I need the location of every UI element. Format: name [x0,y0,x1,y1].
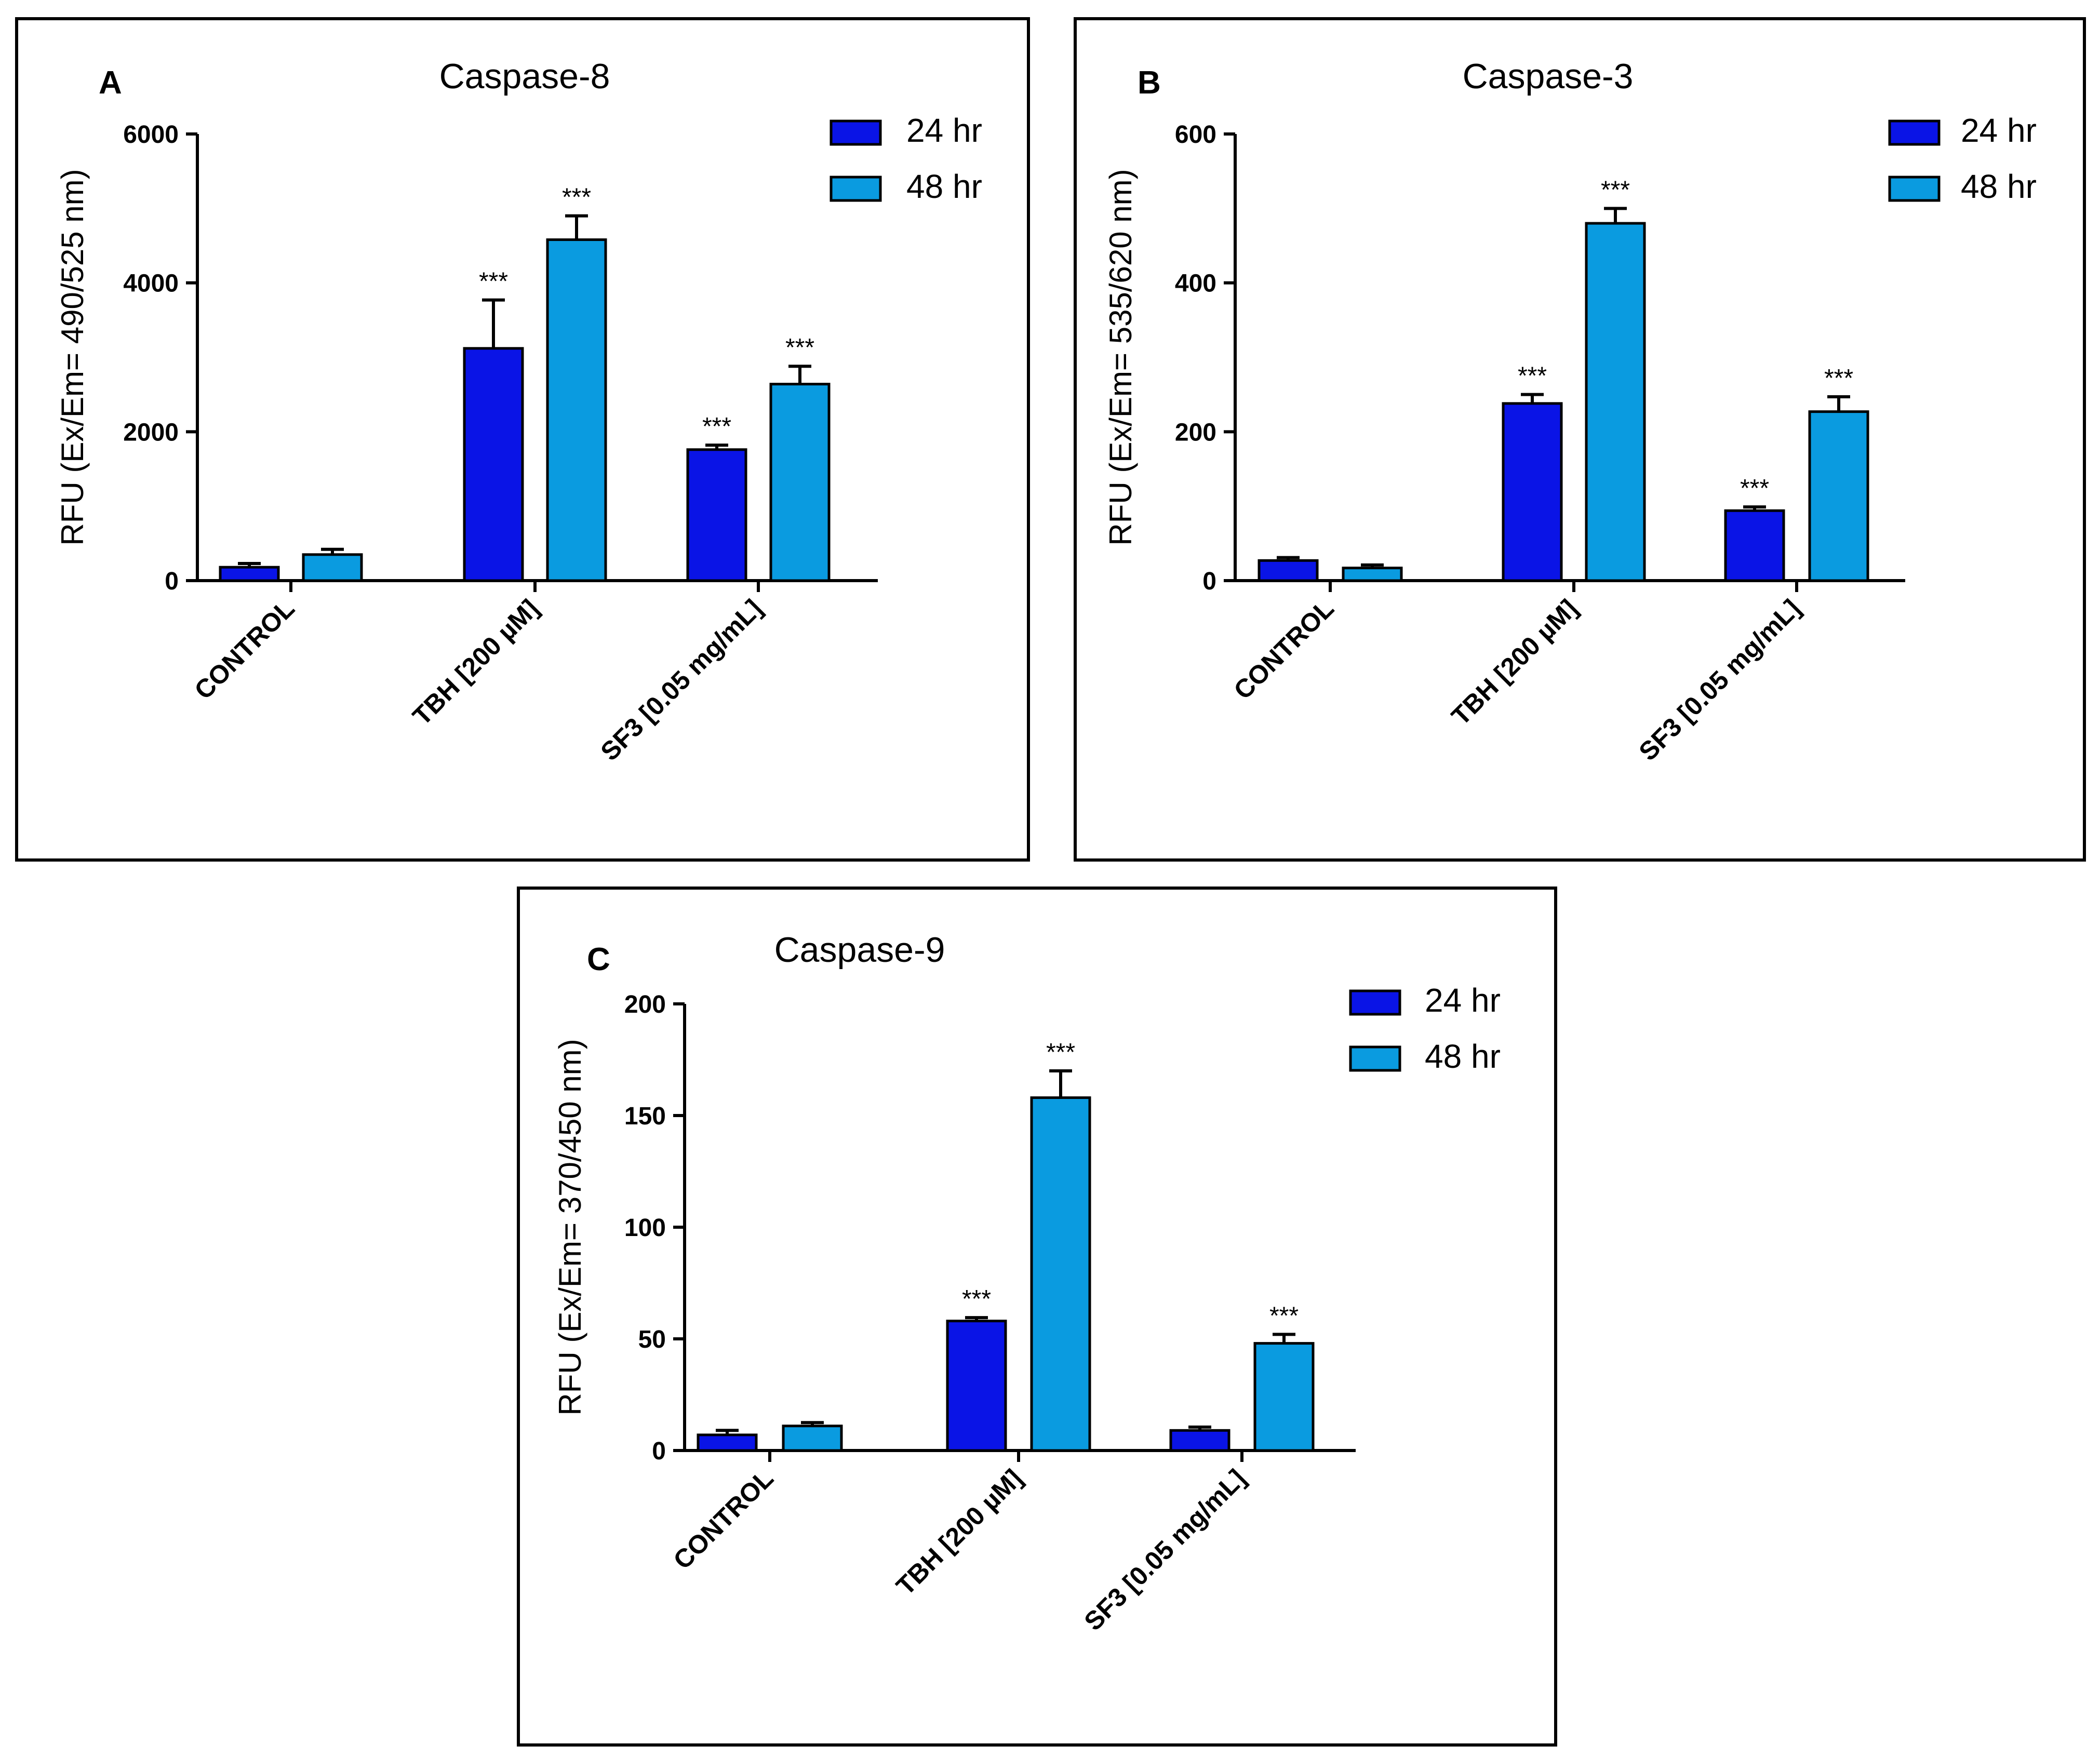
chart-c-svg: C Caspase-9 0 50 100 150 200 RFU (Ex/Em= 370/45… [517,887,1557,1747]
bar-48hr [1585,222,1646,582]
panel-c: C Caspase-9 0 50 100 150 200 RFU (Ex/Em= 370/45… [509,878,1569,1756]
x-tick-label: TBH [200 µM] [407,594,544,731]
panel-label: C [587,942,610,977]
panel-frame [1074,17,2086,862]
bar-24hr [946,1320,1007,1452]
panel-a: A Caspase-8 0 2000 4000 6000 RFU (Ex/Em= 490/5… [0,0,1044,878]
legend-swatch-48hr [1349,1045,1401,1072]
bar-24hr [697,1433,758,1452]
panel-label: B [1138,65,1161,101]
x-tick-label: SF3 [0.05 mg/mL] [595,594,767,766]
chart-title: Caspase-3 [1463,57,1634,96]
significance-label: *** [1601,176,1630,204]
significance-label: *** [1269,1302,1299,1330]
significance-label: *** [562,184,591,211]
x-tick-label: CONTROL [189,594,300,705]
significance-label: *** [785,334,814,361]
bar-24hr [686,448,747,582]
panel-frame [517,887,1557,1747]
significance-label: *** [1518,362,1547,390]
y-tick-label: 2000 [123,419,179,446]
x-tick-label: CONTROL [1228,594,1339,705]
legend-swatch-24hr [1349,989,1401,1016]
y-tick-label: 4000 [123,270,179,298]
chart-title: Caspase-9 [774,930,945,970]
bar-48hr [546,238,607,582]
y-tick-label: 0 [165,568,179,595]
panel-b: B Caspase-3 0 200 400 600 RFU (Ex/Em= 535/620 … [1060,0,2100,878]
bar-48hr [769,383,831,582]
legend-label: 24 hr [1425,982,1501,1019]
bar-24hr [219,566,280,582]
x-tick-label: CONTROL [667,1463,779,1575]
bar-24hr [1169,1429,1230,1452]
significance-label: *** [702,413,731,440]
y-tick-label: 100 [624,1214,666,1242]
legend-label: 48 hr [906,168,982,205]
legend-swatch-24hr [830,119,882,146]
y-axis-label: RFU (Ex/Em= 370/450 nm) [553,1039,587,1415]
y-axis-label: RFU (Ex/Em= 490/525 nm) [55,169,90,545]
x-tick-label: TBH [200 µM] [1446,594,1583,731]
bar-48hr [1342,567,1403,582]
chart-title: Caspase-8 [439,57,610,96]
bar-24hr [463,347,524,582]
panel-label: A [99,65,122,101]
bar-48hr [1253,1342,1315,1452]
y-tick-label: 150 [624,1103,666,1130]
y-tick-label: 6000 [123,121,179,149]
y-tick-label: 200 [624,991,666,1018]
y-tick-label: 0 [652,1438,666,1465]
x-tick-label: SF3 [0.05 mg/mL] [1078,1463,1251,1636]
y-tick-label: 0 [1202,568,1216,595]
y-tick-label: 400 [1175,270,1216,298]
significance-label: *** [962,1285,991,1313]
bar-48hr [1030,1096,1091,1452]
y-tick-label: 600 [1175,121,1216,149]
bar-24hr [1258,559,1319,582]
panel-frame [15,17,1030,862]
legend-label: 48 hr [1425,1038,1501,1075]
x-tick-label: TBH [200 µM] [891,1463,1028,1601]
chart-a-svg: A Caspase-8 0 2000 4000 6000 RFU (Ex/Em= 490/5… [15,17,1030,862]
y-axis-label: RFU (Ex/Em= 535/620 nm) [1103,169,1138,545]
bar-48hr [302,553,363,582]
y-tick-label: 50 [638,1326,666,1353]
y-tick-label: 200 [1175,419,1216,446]
bar-24hr [1724,509,1785,582]
significance-label: *** [479,268,508,296]
legend-swatch-24hr [1888,119,1941,146]
x-tick-label: SF3 [0.05 mg/mL] [1633,594,1805,766]
chart-b-svg: B Caspase-3 0 200 400 600 RFU (Ex/Em= 535/620 … [1074,17,2086,862]
significance-label: *** [1740,475,1769,502]
legend-label: 24 hr [1961,112,2037,149]
legend-swatch-48hr [1888,176,1941,202]
legend-label: 48 hr [1961,168,2037,205]
legend-label: 24 hr [906,112,982,149]
bar-48hr [1808,410,1869,582]
significance-label: *** [1046,1039,1075,1066]
legend-swatch-48hr [830,176,882,202]
bar-24hr [1502,402,1563,582]
significance-label: *** [1824,365,1853,392]
bar-48hr [782,1425,843,1452]
